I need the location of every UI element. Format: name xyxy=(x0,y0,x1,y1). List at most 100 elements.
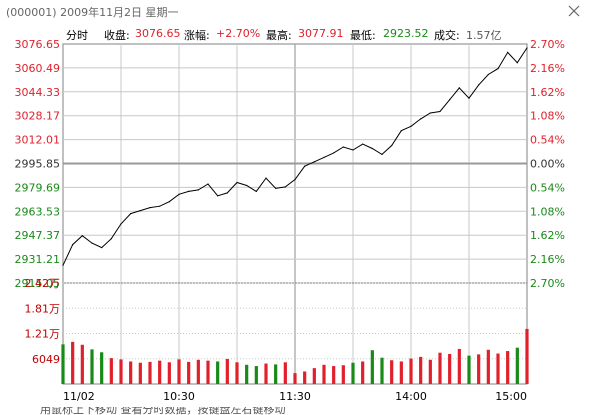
low-value: 2923.52 xyxy=(383,27,429,40)
price-point xyxy=(439,110,441,113)
volume-value: 1.57亿 xyxy=(466,29,502,42)
volume-bar xyxy=(148,361,152,384)
y-tick-label-left: 3076.65 xyxy=(15,38,61,51)
volume-bar xyxy=(206,360,210,384)
price-point xyxy=(120,223,122,225)
y-tick-label-right: 0.54% xyxy=(530,181,565,194)
price-point xyxy=(381,153,383,156)
price-point xyxy=(449,99,451,101)
volume-bar xyxy=(390,360,394,384)
y-tick-label-right: 1.62% xyxy=(530,229,565,242)
price-point xyxy=(294,178,296,181)
volume-bar xyxy=(61,344,65,384)
y-tick-label-left: 3060.49 xyxy=(15,62,61,75)
price-point xyxy=(265,177,267,179)
close-icon[interactable] xyxy=(567,3,581,19)
high-value: 3077.91 xyxy=(298,27,344,40)
price-point xyxy=(507,51,509,53)
volume-bar xyxy=(486,349,490,384)
volume-bar xyxy=(129,361,133,384)
volume-bar xyxy=(225,358,229,384)
volume-bar xyxy=(90,349,94,384)
price-point xyxy=(72,244,74,246)
price-point xyxy=(207,183,209,185)
price-point xyxy=(81,235,83,237)
price-point xyxy=(362,143,364,145)
volume-bar xyxy=(457,348,461,384)
volume-bar xyxy=(312,368,316,384)
high-label: 最高: xyxy=(266,29,292,42)
price-point xyxy=(275,187,277,190)
quote-info-bar: 分时 收盘: 3076.65 涨幅: +2.70% 最高: 3077.91 最低… xyxy=(0,24,560,44)
price-point xyxy=(178,193,180,195)
volume-bar xyxy=(370,350,374,384)
y-tick-label-left: 3028.17 xyxy=(15,110,61,123)
price-point xyxy=(197,189,199,191)
volume-bar xyxy=(283,362,287,384)
price-panel: 3076.65 2.70% 3060.49 2.16% 3044.33 1.62% 3028… xyxy=(15,38,565,385)
y-tick-label-right: 0.54% xyxy=(530,134,565,147)
price-point xyxy=(110,238,112,240)
y-tick-label-right: 2.16% xyxy=(530,253,565,266)
time-axis: 11/02 10:30 11:30 14:00 15:00 xyxy=(63,390,527,403)
volume-bar xyxy=(100,352,104,384)
volume-bar xyxy=(496,353,500,384)
y-tick-label-right: 1.62% xyxy=(530,86,565,99)
change-label: 涨幅: xyxy=(184,29,210,42)
hint-strip: 用鼠标上下移动 查看分时数据，按键盘左右键移动 xyxy=(40,407,595,415)
y-tick-label-right: 1.08% xyxy=(530,110,565,123)
price-point xyxy=(391,144,393,147)
price-point xyxy=(139,210,141,212)
volume-label: 成交: xyxy=(434,29,460,42)
volume-bar xyxy=(525,328,529,384)
mode-label: 分时 xyxy=(66,29,88,42)
volume-bar xyxy=(71,341,75,384)
price-point xyxy=(101,246,103,249)
volume-bar xyxy=(438,352,442,384)
y-tick-label-left: 2915.05 xyxy=(15,277,61,290)
price-point xyxy=(246,184,248,187)
price-point xyxy=(478,84,480,86)
price-point xyxy=(429,112,431,114)
volume-bar xyxy=(322,364,326,384)
x-tick-label: 11:30 xyxy=(279,390,311,403)
price-point xyxy=(333,152,335,154)
y-tick-label-left: 3012.01 xyxy=(15,134,61,147)
price-point xyxy=(304,165,306,167)
price-point xyxy=(217,195,219,197)
price-point xyxy=(188,190,190,192)
change-value: +2.70% xyxy=(216,27,261,40)
volume-bar xyxy=(448,353,452,384)
volume-bar xyxy=(506,351,510,384)
price-point xyxy=(410,125,412,127)
price-point xyxy=(371,147,373,150)
price-point xyxy=(313,161,315,163)
price-point xyxy=(255,190,257,192)
y-tick-label-right: 2.70% xyxy=(530,38,565,51)
volume-bar xyxy=(428,359,432,384)
price-point xyxy=(497,68,499,70)
x-tick-label: 10:30 xyxy=(163,390,195,403)
volume-bar xyxy=(80,344,84,384)
volume-bar xyxy=(399,361,403,384)
price-point xyxy=(91,242,93,244)
x-tick-label: 15:00 xyxy=(495,390,527,403)
y-tick-label-left: 2995.85 xyxy=(15,158,61,171)
volume-bar xyxy=(138,362,142,384)
price-point xyxy=(149,207,151,209)
volume-bar xyxy=(293,373,297,384)
volume-bar xyxy=(380,357,384,384)
price-point xyxy=(323,156,325,158)
price-point xyxy=(420,118,422,120)
price-point xyxy=(458,87,460,89)
volume-bar xyxy=(196,359,200,384)
y-tick-label-left: 2931.21 xyxy=(15,253,61,266)
volume-bar xyxy=(467,355,471,384)
x-tick-label: 11/02 xyxy=(63,390,95,403)
low-label: 最低: xyxy=(350,29,376,42)
volume-tick-label: 1.21万 xyxy=(25,328,61,341)
title-bar: (000001) 2009年11月2日 星期一 xyxy=(0,0,595,22)
price-point xyxy=(130,212,132,215)
y-tick-label-left: 3044.33 xyxy=(15,86,61,99)
